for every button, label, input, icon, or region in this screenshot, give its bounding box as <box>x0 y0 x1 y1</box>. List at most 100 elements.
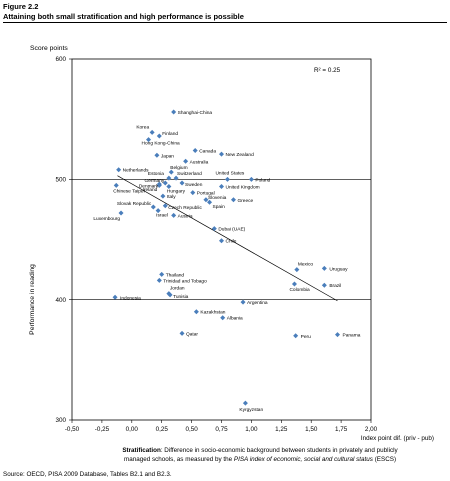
data-point-label: Trinidad and Tobago <box>163 278 207 284</box>
caption-italic: PISA index of economic, social and cultu… <box>233 456 373 463</box>
data-point <box>146 137 152 143</box>
data-point-label: Luxembourg <box>93 216 120 222</box>
x-tick-label: 0,50 <box>185 426 198 433</box>
y-axis-ticks: 300 400 500 600 <box>55 56 72 424</box>
y-tick-label: 600 <box>55 56 66 63</box>
data-point-label: Hong Kong-China <box>142 141 180 147</box>
data-point-label: Greece <box>237 198 253 204</box>
data-point-label: Shanghai-China <box>178 110 213 116</box>
data-point-label: Colombia <box>289 287 310 293</box>
data-point-label: Indonesia <box>120 295 141 301</box>
x-tick-label: 0,25 <box>156 426 169 433</box>
data-point <box>167 292 173 298</box>
data-point <box>219 151 224 157</box>
data-point <box>116 167 122 173</box>
data-point-label: Slovenia <box>208 195 227 201</box>
data-points <box>112 109 341 406</box>
data-point <box>207 199 213 205</box>
data-point <box>219 238 224 244</box>
data-point-label: New Zealand <box>226 152 255 158</box>
data-point-label: Hungary <box>167 189 186 195</box>
data-point <box>294 267 300 273</box>
data-point <box>211 226 217 232</box>
data-point-label: Tunisia <box>173 294 189 300</box>
trend-line-group <box>117 175 338 302</box>
data-point-label: Australia <box>190 159 209 165</box>
x-tick-label: -0,50 <box>65 426 80 433</box>
data-point <box>230 197 236 203</box>
trend-line <box>117 175 338 302</box>
data-point-label: Panama <box>343 333 361 339</box>
y-tick-label: 300 <box>55 417 66 424</box>
data-point <box>321 282 327 288</box>
data-point-label: United States <box>215 170 244 176</box>
data-point-label: Qatar <box>186 331 198 337</box>
x-tick-label: 0,75 <box>215 426 228 433</box>
data-point-label: Denmark <box>139 183 159 189</box>
data-point-label: Kazakhstan <box>200 310 225 316</box>
data-point <box>173 175 179 181</box>
data-point <box>159 271 165 277</box>
data-point-label: Switzerland <box>177 171 202 177</box>
caption-text-2: (ESCS) <box>372 456 397 463</box>
data-point <box>248 176 254 182</box>
data-point-label: Sweden <box>185 182 203 188</box>
x-axis-ticks: -0,50 -0,25 0,00 0,25 0,50 0,75 1,00 1,25 1,50 1,… <box>65 420 378 433</box>
data-point-labels: Shanghai-China Korea Finland Hong Kong-Chin… <box>93 110 360 413</box>
y-axis-label: Performance in reading <box>29 264 36 335</box>
data-point <box>219 184 224 190</box>
data-point-label: Peru <box>301 334 311 340</box>
data-point <box>150 204 156 210</box>
x-tick-label: 0,00 <box>126 426 139 433</box>
data-point <box>220 315 226 321</box>
figure-title: Attaining both small stratification and … <box>3 12 244 21</box>
data-point <box>166 175 172 181</box>
data-point <box>168 169 174 175</box>
reference-lines <box>72 179 371 300</box>
data-point <box>183 158 189 164</box>
data-point-label: Canada <box>199 148 216 154</box>
x-axis-label: Index point dif. (priv - pub) <box>361 435 434 442</box>
plot-area: Shanghai-China Korea Finland Hong Kong-Chin… <box>71 58 372 421</box>
data-point-label: Italy <box>167 194 176 200</box>
x-tick-label: 2,00 <box>365 426 378 433</box>
x-tick-label: -0,25 <box>95 426 110 433</box>
data-point <box>156 181 162 187</box>
data-point <box>149 129 155 135</box>
data-point <box>190 190 196 196</box>
data-point <box>156 277 162 283</box>
data-point-label: Belgium <box>170 165 187 171</box>
data-point-label: Poland <box>255 177 270 183</box>
data-point-label: Austria <box>178 213 193 219</box>
data-point-label: Jordan <box>170 286 185 292</box>
data-point <box>171 109 177 115</box>
data-point <box>179 330 185 336</box>
data-point-label: Argentina <box>247 300 268 306</box>
data-point-label: Israel <box>156 213 168 219</box>
data-point <box>293 333 299 339</box>
data-point-label: Portugal <box>197 191 215 197</box>
data-point <box>160 193 166 199</box>
caption-bold: Stratification <box>122 447 161 454</box>
data-point-label: Albania <box>227 316 243 322</box>
data-point <box>224 176 230 182</box>
data-point-label: Spain <box>213 204 226 210</box>
data-point-label: Brazil <box>329 283 341 289</box>
data-point <box>203 197 209 203</box>
r-squared-label: R² = 0.25 <box>314 67 341 74</box>
y-tick-label: 400 <box>55 297 66 304</box>
data-point-label: United Kingdom <box>226 185 260 191</box>
data-point-label: Mexico <box>298 262 314 268</box>
data-point <box>335 332 341 338</box>
data-point-label: Germany <box>145 178 165 184</box>
data-point <box>242 400 248 406</box>
data-point <box>162 180 168 186</box>
source-note: Source: OECD, PISA 2009 Database, Tables… <box>3 471 172 478</box>
data-point <box>193 309 199 315</box>
data-point-label: Dubai (UAE) <box>218 227 245 233</box>
data-point <box>240 299 246 305</box>
data-point <box>118 210 124 216</box>
chart-caption: Stratification: Difference in socio-econ… <box>110 446 410 464</box>
data-point <box>162 203 168 209</box>
data-point-label: Uruguay <box>329 266 348 272</box>
